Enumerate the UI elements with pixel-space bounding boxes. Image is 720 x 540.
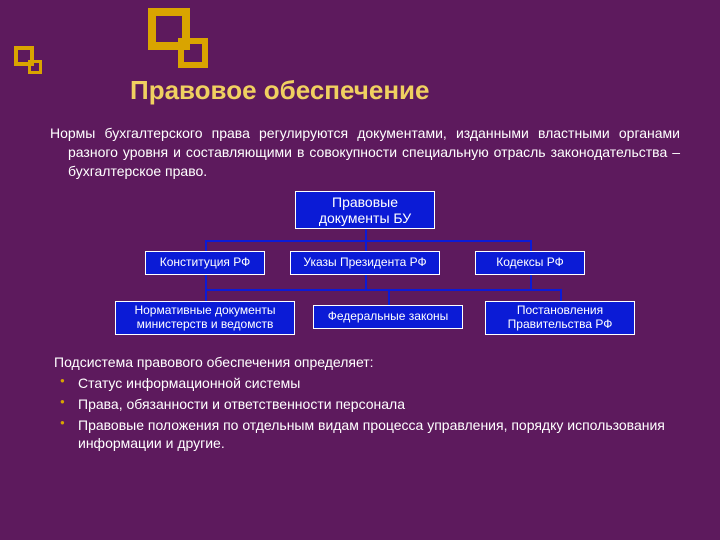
slide-title: Правовое обеспечение [130,75,680,106]
corner-square-icon [178,38,208,68]
connector [530,275,532,289]
list-item: Статус информационной системы [78,374,680,392]
diagram-node-d2: Федеральные законы [313,305,463,329]
connector [365,229,367,240]
connector [205,240,530,242]
connector [205,289,207,301]
connector [388,289,560,291]
org-diagram: Правовые документы БУ Конституция РФ Указы… [85,191,645,346]
intro-paragraph: Нормы бухгалтерского права регулируются … [50,124,680,181]
corner-square-icon [28,60,42,74]
list-item: Права, обязанности и ответственности пер… [78,395,680,413]
connector [205,289,388,291]
connector [530,240,532,251]
connector [205,275,207,289]
diagram-node-d1: Нормативные документы министерств и ведо… [115,301,295,335]
diagram-node-c3: Кодексы РФ [475,251,585,275]
bullet-list: Статус информационной системы Права, обя… [50,374,680,453]
connector [560,289,562,301]
list-item: Правовые положения по отдельным видам пр… [78,416,680,452]
connector [388,289,390,305]
diagram-node-c1: Конституция РФ [145,251,265,275]
subtitle: Подсистема правового обеспечения определ… [54,354,680,370]
diagram-node-d3: Постановления Правительства РФ [485,301,635,335]
connector [205,240,207,251]
connector [365,240,367,251]
diagram-node-root: Правовые документы БУ [295,191,435,229]
connector [365,275,367,289]
diagram-node-c2: Указы Президента РФ [290,251,440,275]
slide: Правовое обеспечение Нормы бухгалтерског… [0,0,720,540]
